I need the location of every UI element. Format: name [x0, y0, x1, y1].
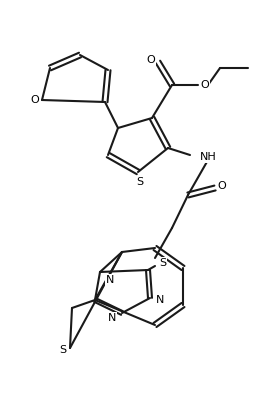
Text: S: S: [137, 177, 144, 187]
Text: N: N: [108, 313, 116, 323]
Text: O: O: [31, 95, 39, 105]
Text: N: N: [106, 275, 114, 285]
Text: S: S: [60, 345, 67, 355]
Text: O: O: [201, 80, 209, 90]
Text: NH: NH: [200, 152, 217, 162]
Text: N: N: [156, 295, 164, 305]
Text: O: O: [147, 55, 155, 65]
Text: S: S: [159, 258, 166, 268]
Text: O: O: [218, 181, 226, 191]
